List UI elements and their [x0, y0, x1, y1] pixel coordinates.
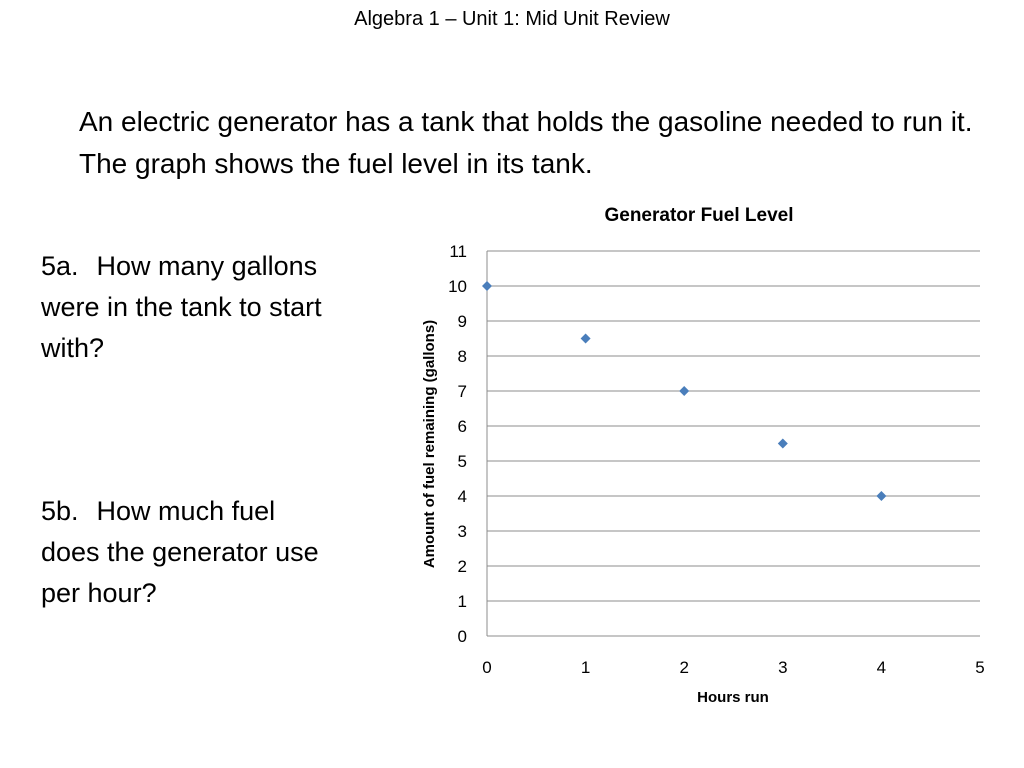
question-text: How many gallons were in the tank to sta…	[41, 251, 322, 363]
question-5b: 5b. How much fuel does the generator use …	[41, 491, 341, 614]
data-points	[482, 281, 887, 501]
y-tick-label: 4	[458, 487, 467, 506]
question-text: How much fuel does the generator use per…	[41, 496, 319, 608]
axes	[486, 251, 980, 637]
x-tick-label: 3	[778, 658, 787, 677]
y-tick-label: 11	[449, 242, 467, 261]
y-tick-label: 2	[458, 557, 467, 576]
data-point	[679, 386, 690, 396]
gridlines	[487, 250, 980, 602]
x-tick-label: 5	[975, 658, 984, 677]
x-tick-label: 0	[482, 658, 491, 677]
y-tick-label: 8	[458, 347, 467, 366]
chart-title: Generator Fuel Level	[604, 205, 793, 226]
data-point	[777, 438, 788, 449]
data-point	[580, 333, 591, 344]
x-tick-label: 1	[581, 658, 590, 677]
question-number: 5a.	[41, 251, 79, 281]
slide-title: Algebra 1 – Unit 1: Mid Unit Review	[354, 8, 670, 30]
data-point	[876, 491, 887, 501]
y-tick-label: 5	[458, 452, 467, 471]
y-tick-label: 3	[458, 522, 467, 541]
question-number: 5b.	[41, 496, 79, 526]
x-axis-label: Hours run	[697, 689, 769, 706]
y-tick-label: 6	[458, 417, 467, 436]
question-5a: 5a. How many gallons were in the tank to …	[41, 246, 341, 369]
y-tick-label: 1	[458, 592, 467, 611]
y-axis-label: Amount of fuel remaining (gallons)	[421, 320, 438, 568]
problem-statement: An electric generator has a tank that ho…	[79, 106, 973, 179]
y-tick-label: 10	[448, 277, 467, 296]
x-tick-label: 2	[679, 658, 688, 677]
y-tick-label: 9	[458, 312, 467, 331]
y-tick-label: 0	[458, 627, 467, 646]
tick-labels: 0 1 2 3 4 5 6 7 8 9 10 11 0 1 2 3 4 5	[448, 242, 985, 677]
y-tick-label: 7	[458, 382, 467, 401]
x-tick-label: 4	[877, 658, 886, 677]
data-point	[482, 281, 492, 291]
